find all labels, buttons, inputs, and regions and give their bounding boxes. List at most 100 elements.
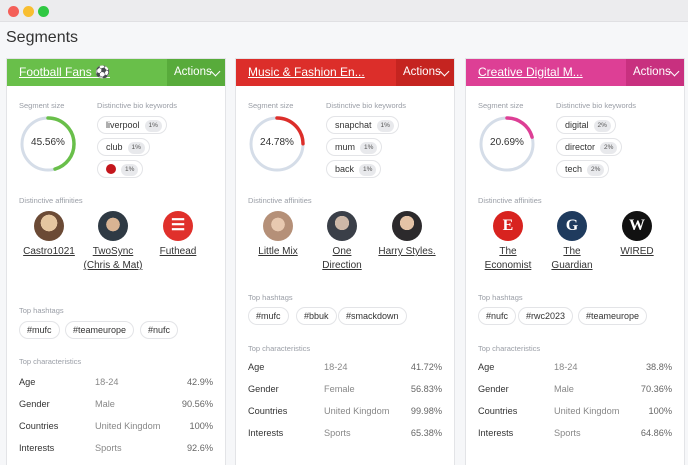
characteristic-key: Gender: [478, 384, 509, 394]
characteristics-label: Top characteristics: [478, 344, 541, 353]
keyword-chip[interactable]: tech 2%: [556, 160, 610, 178]
maximize-window-button[interactable]: [38, 6, 49, 17]
segment-size-value: 20.69%: [490, 137, 524, 148]
characteristic-percent: 64.86%: [640, 428, 672, 438]
characteristic-percent: 90.56%: [181, 399, 213, 409]
close-window-button[interactable]: [8, 6, 19, 17]
characteristic-row: Interests Sports 92.6%: [19, 443, 213, 457]
characteristic-percent: 100%: [648, 406, 673, 416]
hashtag-chip[interactable]: #bbuk: [296, 307, 337, 325]
characteristic-value: 18-24: [95, 377, 119, 387]
keyword-percent: 1%: [359, 164, 377, 176]
characteristic-key: Age: [248, 362, 265, 372]
hashtag-chip[interactable]: #mufc: [19, 321, 60, 339]
hashtag-chip[interactable]: #nufc: [140, 321, 179, 339]
segment-size-label: Segment size: [248, 101, 294, 110]
hashtag-chip[interactable]: #teameurope: [578, 307, 648, 325]
hashtag-chip[interactable]: #mufc: [248, 307, 289, 325]
keyword-text: snapchat: [335, 120, 372, 130]
avatar: [34, 211, 64, 241]
characteristic-value: United Kingdom: [95, 421, 161, 431]
actions-dropdown[interactable]: Actions: [396, 59, 454, 86]
hashtags-label: Top hashtags: [19, 306, 64, 315]
keyword-chip[interactable]: liverpool 1%: [97, 116, 167, 134]
characteristic-value: Male: [95, 399, 115, 409]
characteristic-row: Countries United Kingdom 100%: [19, 421, 213, 435]
segment-size-ring: [20, 116, 76, 172]
segment-title-link[interactable]: Football Fans ⚽: [19, 65, 110, 79]
characteristic-value: Female: [324, 384, 355, 394]
characteristic-row: Gender Female 56.83%: [248, 384, 442, 398]
affinities-label: Distinctive affinities: [478, 196, 542, 205]
characteristic-row: Age 18-24 38.8%: [478, 362, 672, 376]
affinity-name-link[interactable]: Little Mix: [258, 246, 298, 257]
hashtag-chip[interactable]: #rwc2023: [518, 307, 574, 325]
affinity-name-link[interactable]: Harry Styles.: [378, 246, 436, 257]
characteristic-value: United Kingdom: [324, 406, 390, 416]
characteristic-value: Sports: [554, 428, 581, 438]
keyword-percent: 1%: [121, 164, 139, 176]
keyword-chip[interactable]: director 2%: [556, 138, 623, 156]
hashtags-label: Top hashtags: [478, 293, 523, 302]
keyword-text: tech: [565, 164, 583, 174]
affinity-item[interactable]: One Direction: [312, 211, 372, 273]
keyword-percent: 2%: [600, 142, 618, 154]
characteristic-key: Countries: [19, 421, 59, 431]
affinity-item[interactable]: G The Guardian: [542, 211, 602, 273]
affinity-item[interactable]: E The Economist: [478, 211, 538, 273]
affinity-item[interactable]: TwoSync (Chris & Mat): [83, 211, 143, 273]
minimize-window-button[interactable]: [23, 6, 34, 17]
keyword-percent: 2%: [587, 164, 605, 176]
affinity-item[interactable]: Castro1021: [19, 211, 79, 259]
affinity-name-link[interactable]: WIRED: [620, 246, 654, 257]
affinity-name-link[interactable]: Castro1021: [23, 246, 75, 257]
keyword-chip[interactable]: digital 2%: [556, 116, 616, 134]
avatar: [392, 211, 422, 241]
keyword-text: mum: [335, 142, 355, 152]
characteristics-label: Top characteristics: [19, 357, 82, 366]
hashtag-chip[interactable]: #nufc: [478, 307, 517, 325]
affinity-name-link[interactable]: Futhead: [159, 246, 197, 257]
affinity-name-link[interactable]: One Direction: [322, 246, 362, 271]
characteristic-percent: 41.72%: [410, 362, 442, 372]
segment-card: Creative Digital M... Actions Segment si…: [465, 58, 685, 465]
actions-dropdown[interactable]: Actions: [167, 59, 225, 86]
affinity-item[interactable]: W WIRED: [607, 211, 667, 259]
characteristic-value: Male: [554, 384, 574, 394]
keyword-chip[interactable]: mum 1%: [326, 138, 383, 156]
characteristic-percent: 92.6%: [186, 443, 213, 453]
characteristic-row: Gender Male 70.36%: [478, 384, 672, 398]
characteristic-percent: 70.36%: [640, 384, 672, 394]
characteristic-value: United Kingdom: [554, 406, 620, 416]
affinity-item[interactable]: Harry Styles.: [377, 211, 437, 259]
keyword-percent: 1%: [144, 120, 162, 132]
characteristics-label: Top characteristics: [248, 344, 311, 353]
characteristic-percent: 65.38%: [410, 428, 442, 438]
avatar: [263, 211, 293, 241]
affinity-name-link[interactable]: The Economist: [484, 246, 532, 271]
hashtag-chip[interactable]: #smackdown: [338, 307, 407, 325]
keywords-label: Distinctive bio keywords: [556, 101, 637, 110]
hashtag-chip[interactable]: #teameurope: [65, 321, 135, 339]
keyword-chip[interactable]: snapchat 1%: [326, 116, 399, 134]
characteristic-row: Interests Sports 64.86%: [478, 428, 672, 442]
segment-title-link[interactable]: Creative Digital M...: [478, 65, 583, 79]
keyword-chip[interactable]: club 1%: [97, 138, 150, 156]
affinity-item[interactable]: Little Mix: [248, 211, 308, 259]
chevron-down-icon: [210, 66, 221, 77]
actions-dropdown[interactable]: Actions: [626, 59, 684, 86]
segment-size-label: Segment size: [478, 101, 524, 110]
keyword-chip[interactable]: 1%: [97, 160, 144, 178]
actions-label: Actions: [174, 66, 212, 78]
keyword-chip[interactable]: back 1%: [326, 160, 382, 178]
card-header: Football Fans ⚽ Actions: [7, 59, 225, 86]
affinity-name-link[interactable]: TwoSync (Chris & Mat): [83, 246, 143, 271]
affinities-label: Distinctive affinities: [248, 196, 312, 205]
characteristic-value: 18-24: [324, 362, 348, 372]
segment-title-link[interactable]: Music & Fashion En...: [248, 65, 365, 79]
characteristic-key: Age: [478, 362, 495, 372]
actions-label: Actions: [403, 66, 441, 78]
affinity-item[interactable]: ☰ Futhead: [148, 211, 208, 259]
characteristic-percent: 100%: [189, 421, 214, 431]
affinity-name-link[interactable]: The Guardian: [551, 246, 593, 271]
